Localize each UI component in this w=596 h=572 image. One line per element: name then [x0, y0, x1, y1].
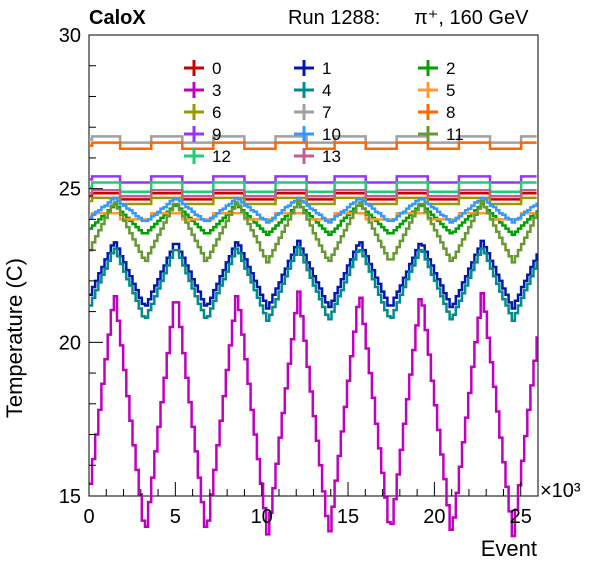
legend-label: 7 [322, 103, 331, 122]
legend-item-7: 7 [294, 103, 331, 122]
legend-item-13: 13 [294, 147, 341, 166]
legend-item-0: 0 [184, 59, 221, 78]
series-line-0 [89, 192, 537, 201]
series-line-10 [89, 196, 538, 224]
legend-item-2: 2 [418, 59, 455, 78]
legend-item-4: 4 [294, 81, 331, 100]
x-axis: 0 5 10 15 20 25 [83, 482, 539, 528]
y-tick-label: 20 [59, 332, 81, 354]
legend-label: 10 [322, 125, 341, 144]
legend-label: 11 [446, 125, 464, 144]
legend-item-6: 6 [184, 103, 221, 122]
x-tick-label: 5 [170, 506, 181, 528]
experiment-label: CaloX [89, 7, 146, 29]
y-tick-label: 30 [59, 25, 81, 47]
series-line-13 [89, 188, 537, 198]
legend-label: 1 [322, 59, 331, 78]
legend-label: 6 [212, 103, 221, 122]
legend-label: 13 [322, 147, 341, 166]
particle-label: π⁺, 160 GeV [414, 7, 529, 29]
x-multiplier-label: ×10³ [540, 480, 581, 502]
series-line-9 [89, 175, 537, 184]
legend-item-3: 3 [184, 81, 221, 100]
run-label: Run 1288: [288, 7, 380, 29]
x-tick-label: 10 [251, 506, 273, 528]
y-tick-label: 15 [59, 486, 81, 508]
legend-label: 5 [446, 81, 455, 100]
legend-label: 4 [322, 81, 331, 100]
legend-item-11: 11 [418, 125, 464, 144]
legend-item-1: 1 [294, 59, 331, 78]
series-line-5 [89, 212, 537, 221]
series-line-3 [89, 290, 538, 538]
series-line-7 [89, 135, 537, 144]
series-line-6 [89, 196, 537, 206]
legend-label: 9 [212, 125, 221, 144]
series-line-1 [89, 239, 538, 310]
legend-label: 0 [212, 59, 221, 78]
x-tick-label: 25 [510, 506, 532, 528]
x-tick-label: 15 [337, 506, 359, 528]
legend-label: 12 [212, 147, 231, 166]
series-line-12 [89, 181, 537, 193]
legend-item-8: 8 [418, 103, 455, 122]
series-line-11 [89, 199, 538, 264]
series-layer [89, 135, 538, 538]
y-axis-title: Temperature (C) [2, 258, 27, 418]
y-tick-label: 25 [59, 179, 81, 201]
legend-item-5: 5 [418, 81, 455, 100]
x-axis-title: Event [481, 536, 537, 561]
legend-item-12: 12 [184, 147, 231, 166]
legend-item-9: 9 [184, 125, 221, 144]
legend-label: 3 [212, 81, 221, 100]
y-axis: 15 20 25 30 [59, 25, 103, 508]
series-line-4 [89, 245, 538, 323]
x-tick-label: 0 [83, 506, 94, 528]
legend-label: 8 [446, 103, 455, 122]
series-line-8 [89, 141, 537, 150]
x-tick-label: 20 [423, 506, 445, 528]
legend-label: 2 [446, 59, 455, 78]
legend-item-10: 10 [294, 125, 341, 144]
